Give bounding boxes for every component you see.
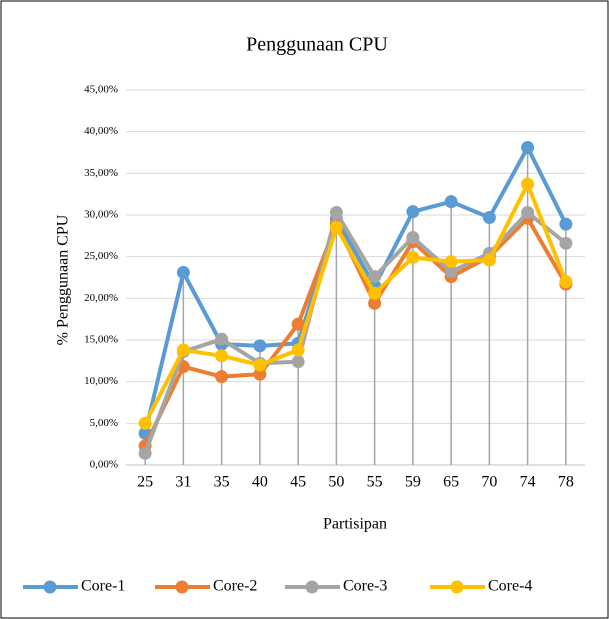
y-tick-label: 5,00% (90, 417, 118, 429)
y-tick-label: 30,00% (84, 209, 118, 221)
x-tick-label: 31 (175, 474, 191, 491)
y-tick-label: 15,00% (84, 334, 118, 346)
legend-marker (175, 580, 189, 594)
legend-label: Core-2 (213, 578, 257, 595)
point (444, 195, 458, 209)
point (444, 255, 458, 269)
legend-marker (43, 580, 57, 594)
point (559, 236, 573, 250)
point (521, 206, 535, 219)
y-tick-label: 0,00% (90, 459, 118, 471)
point (253, 339, 267, 353)
x-tick-label: 78 (558, 474, 574, 491)
legend-label: Core-4 (488, 578, 532, 595)
point (521, 177, 535, 191)
legend-label: Core-1 (81, 578, 125, 595)
x-tick-label: 25 (137, 474, 153, 491)
point (368, 286, 382, 300)
y-tick-label: 20,00% (84, 292, 118, 304)
x-axis-label: Partisipan (323, 516, 387, 533)
y-tick-label: 10,00% (84, 375, 118, 387)
x-tick-label: 50 (328, 474, 344, 491)
point (444, 265, 458, 279)
point (406, 205, 420, 219)
x-tick-label: 55 (367, 474, 383, 491)
x-tick-label: 74 (520, 474, 536, 491)
x-tick-label: 59 (405, 474, 421, 491)
point (368, 270, 382, 284)
point (559, 275, 573, 289)
legend-label: Core-3 (343, 578, 387, 595)
point (138, 416, 152, 430)
point (406, 251, 420, 264)
point (329, 206, 343, 219)
point (253, 367, 267, 381)
x-tick-label: 70 (481, 474, 497, 491)
point (521, 141, 535, 154)
point (176, 343, 190, 357)
point (215, 370, 229, 384)
point (482, 253, 496, 267)
x-tick-label: 45 (290, 474, 306, 491)
point (253, 358, 267, 372)
point (215, 332, 229, 346)
x-tick-label: 65 (443, 474, 459, 491)
x-tick-label: 35 (214, 474, 230, 491)
point (291, 343, 305, 357)
legend-marker (305, 580, 319, 594)
point (215, 349, 229, 363)
point (559, 217, 573, 231)
y-axis-label: % Penggunaan CPU (55, 214, 72, 345)
point (176, 266, 190, 279)
point (406, 231, 420, 244)
y-tick-label: 35,00% (84, 167, 118, 179)
legend-marker (450, 580, 464, 594)
chart-title: Penggunaan CPU (246, 34, 388, 56)
point (368, 296, 382, 310)
point (291, 355, 305, 369)
point (329, 221, 343, 234)
x-tick-label: 40 (252, 474, 268, 491)
point (291, 317, 305, 331)
point (138, 446, 152, 460)
y-tick-label: 25,00% (84, 250, 118, 262)
series-line (143, 145, 568, 434)
point (482, 211, 496, 224)
y-tick-label: 45,00% (84, 84, 118, 96)
y-tick-label: 40,00% (84, 125, 118, 137)
